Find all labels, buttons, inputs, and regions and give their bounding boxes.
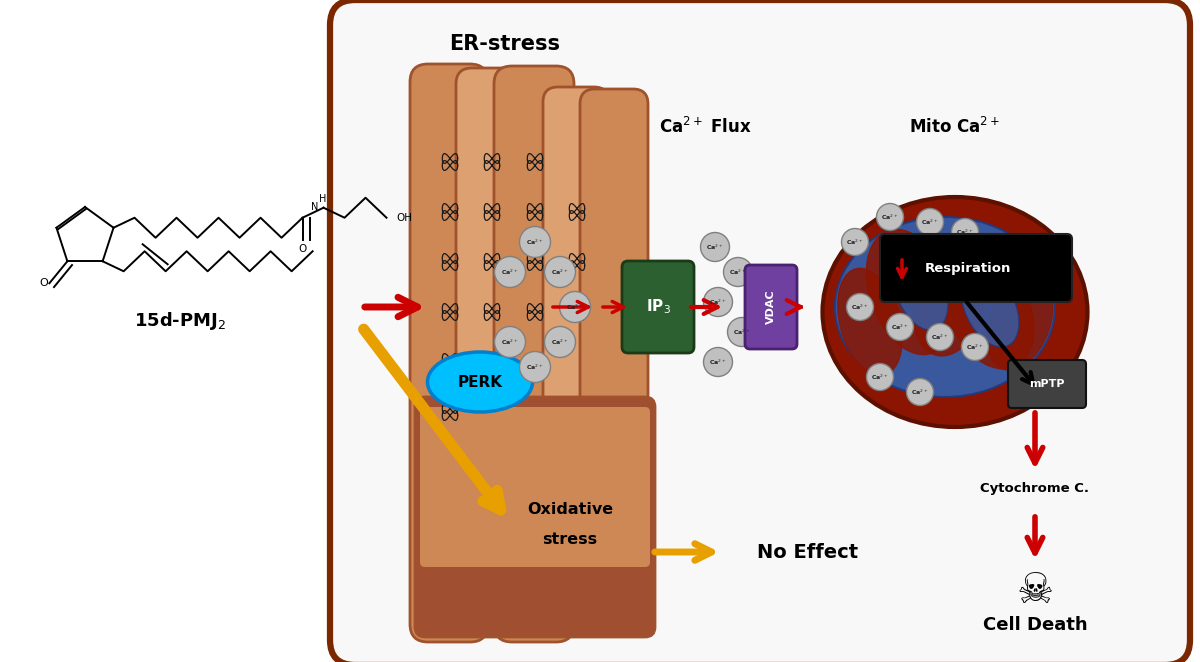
- Text: O: O: [38, 278, 48, 288]
- Ellipse shape: [892, 244, 948, 330]
- Text: Ca$^{2+}$: Ca$^{2+}$: [709, 297, 727, 307]
- Circle shape: [952, 218, 978, 246]
- FancyBboxPatch shape: [415, 397, 655, 637]
- FancyBboxPatch shape: [580, 89, 648, 557]
- Ellipse shape: [427, 352, 533, 412]
- Circle shape: [727, 318, 756, 346]
- Text: Ca$^{2+}$ Flux: Ca$^{2+}$ Flux: [659, 117, 751, 137]
- Text: PERK: PERK: [457, 375, 503, 389]
- Text: stress: stress: [542, 532, 598, 547]
- Text: Mito Ca$^{2+}$: Mito Ca$^{2+}$: [910, 117, 1001, 137]
- Circle shape: [545, 256, 576, 287]
- Text: Ca$^{2+}$: Ca$^{2+}$: [846, 238, 864, 247]
- Circle shape: [559, 291, 590, 322]
- Text: Ca$^{2+}$: Ca$^{2+}$: [892, 322, 908, 332]
- Ellipse shape: [913, 248, 986, 356]
- Ellipse shape: [988, 274, 1052, 370]
- Circle shape: [724, 258, 752, 287]
- Circle shape: [906, 379, 934, 406]
- FancyBboxPatch shape: [330, 0, 1190, 662]
- Circle shape: [520, 226, 551, 258]
- Circle shape: [701, 232, 730, 261]
- Circle shape: [703, 348, 732, 377]
- Text: Ca$^{2+}$: Ca$^{2+}$: [551, 267, 569, 277]
- Text: Ca$^{2+}$: Ca$^{2+}$: [709, 357, 727, 367]
- Circle shape: [494, 256, 526, 287]
- Circle shape: [841, 228, 869, 256]
- FancyBboxPatch shape: [622, 261, 694, 353]
- FancyBboxPatch shape: [420, 407, 650, 567]
- Ellipse shape: [946, 255, 1034, 369]
- Circle shape: [494, 326, 526, 357]
- Text: Ca$^{2+}$: Ca$^{2+}$: [526, 362, 544, 371]
- Ellipse shape: [822, 197, 1087, 427]
- Text: Ca$^{2+}$: Ca$^{2+}$: [733, 327, 751, 337]
- Text: Respiration: Respiration: [925, 261, 1012, 275]
- Text: VDAC: VDAC: [766, 290, 776, 324]
- FancyBboxPatch shape: [1008, 360, 1086, 408]
- Text: Ca$^{2+}$: Ca$^{2+}$: [931, 332, 949, 342]
- Text: Ca$^{2+}$: Ca$^{2+}$: [922, 217, 938, 226]
- Text: Ca$^{2+}$: Ca$^{2+}$: [851, 303, 869, 312]
- Text: O: O: [299, 244, 307, 254]
- Circle shape: [703, 287, 732, 316]
- Text: IP$_3$: IP$_3$: [646, 298, 671, 316]
- Text: N: N: [311, 202, 319, 212]
- Text: Ca$^{2+}$: Ca$^{2+}$: [502, 267, 518, 277]
- Text: ☠: ☠: [1016, 570, 1054, 612]
- Text: Ca$^{2+}$: Ca$^{2+}$: [706, 242, 724, 252]
- FancyBboxPatch shape: [456, 68, 526, 618]
- Text: ER-stress: ER-stress: [450, 34, 560, 54]
- FancyBboxPatch shape: [745, 265, 797, 349]
- Ellipse shape: [961, 267, 1019, 347]
- Text: Ca$^{2+}$: Ca$^{2+}$: [730, 267, 746, 277]
- Text: Ca$^{2+}$: Ca$^{2+}$: [502, 338, 518, 347]
- Text: Ca$^{2+}$: Ca$^{2+}$: [956, 227, 974, 236]
- Text: Ca$^{2+}$: Ca$^{2+}$: [911, 387, 929, 397]
- Text: Cytochrome C.: Cytochrome C.: [980, 482, 1090, 495]
- Ellipse shape: [866, 230, 954, 355]
- Circle shape: [545, 326, 576, 357]
- Text: Cell Death: Cell Death: [983, 616, 1087, 634]
- Text: No Effect: No Effect: [757, 542, 858, 561]
- Circle shape: [520, 352, 551, 383]
- Text: 15d-PMJ$_2$: 15d-PMJ$_2$: [134, 310, 226, 332]
- Text: Ca$^{2+}$: Ca$^{2+}$: [871, 372, 889, 382]
- Text: Ca$^{2+}$: Ca$^{2+}$: [526, 238, 544, 247]
- FancyBboxPatch shape: [542, 87, 610, 597]
- Circle shape: [846, 293, 874, 320]
- Circle shape: [887, 314, 913, 340]
- FancyBboxPatch shape: [494, 66, 574, 642]
- FancyBboxPatch shape: [880, 234, 1072, 302]
- Text: Ca$^{2+}$: Ca$^{2+}$: [966, 342, 984, 352]
- Circle shape: [961, 334, 989, 361]
- Text: Oxidative: Oxidative: [527, 502, 613, 518]
- Text: Ca$^{2+}$: Ca$^{2+}$: [566, 303, 584, 312]
- Ellipse shape: [835, 217, 1055, 397]
- Text: Ca$^{2+}$: Ca$^{2+}$: [881, 213, 899, 222]
- Text: H: H: [319, 194, 326, 204]
- Ellipse shape: [838, 268, 902, 376]
- FancyBboxPatch shape: [410, 64, 488, 642]
- Text: mPTP: mPTP: [1030, 379, 1064, 389]
- Text: OH: OH: [396, 213, 413, 222]
- Circle shape: [866, 363, 894, 391]
- Text: Ca$^{2+}$: Ca$^{2+}$: [551, 338, 569, 347]
- Circle shape: [917, 209, 943, 236]
- Circle shape: [926, 324, 954, 350]
- Circle shape: [876, 203, 904, 230]
